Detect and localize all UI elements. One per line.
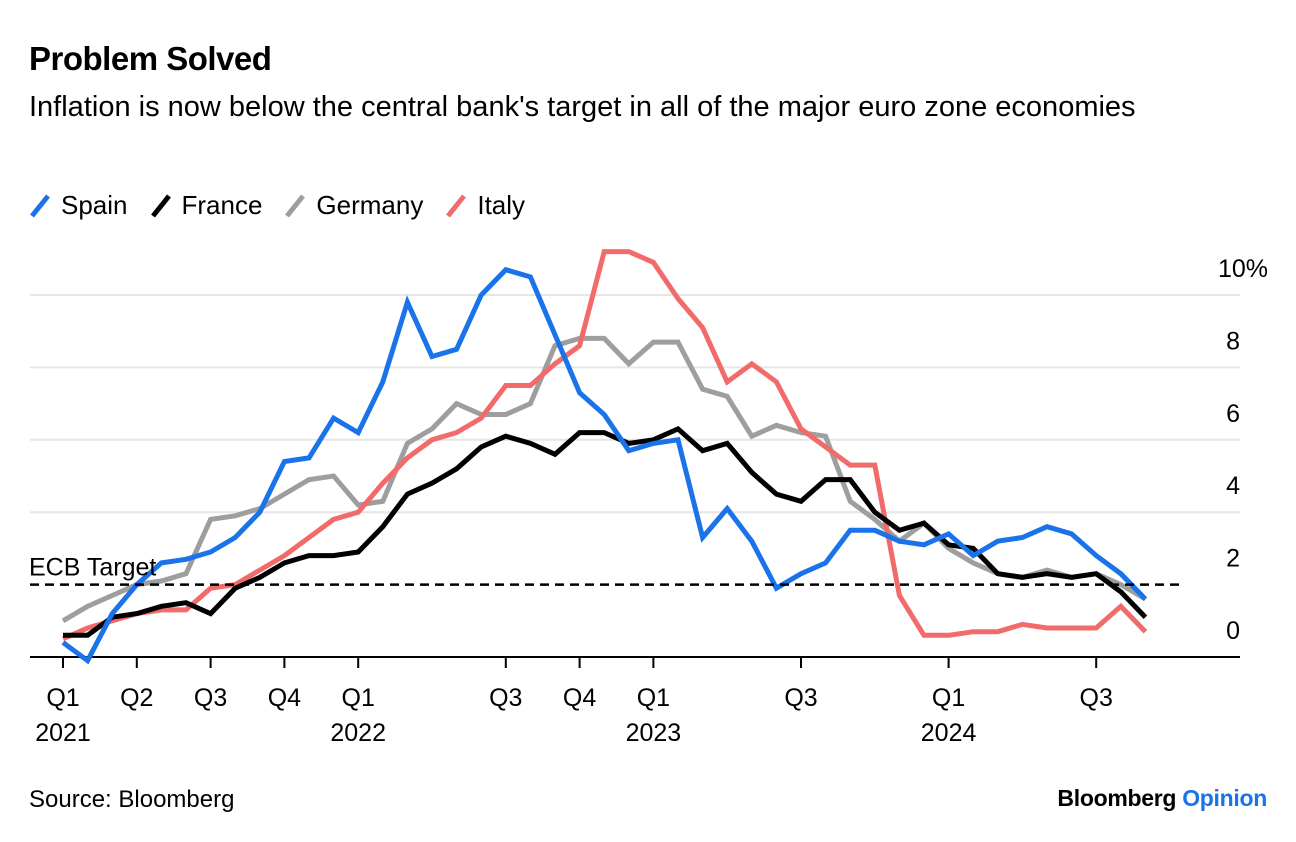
x-tick-label: Q4 [563, 684, 596, 712]
brand-main: Bloomberg [1057, 785, 1177, 811]
x-tick-label: Q3 [194, 684, 227, 712]
y-tick-label: 10% [1218, 255, 1268, 283]
x-tick-label: Q3 [784, 684, 817, 712]
legend-swatch-spain [30, 193, 50, 218]
brand-accent: Opinion [1182, 785, 1267, 811]
chart-subtitle: Inflation is now below the central bank'… [29, 91, 1136, 123]
x-tick-label: Q1 [46, 684, 79, 712]
series-line-italy [61, 249, 1148, 642]
y-tick-label: 6 [1226, 400, 1240, 428]
ecb-target-label: ECB Target [29, 554, 156, 582]
y-tick-label: 8 [1226, 327, 1240, 355]
legend-label-france: France [181, 190, 263, 220]
legend-label-germany: Germany [316, 190, 424, 220]
legend-item-spain: Spain [29, 190, 128, 221]
x-tick-label: Q1 [932, 684, 965, 712]
legend-item-italy: Italy [445, 190, 525, 221]
y-tick-label: 0 [1226, 617, 1240, 645]
x-tick-year-label: 2021 [35, 719, 91, 747]
x-tick-label: Q1 [637, 684, 670, 712]
legend-item-germany: Germany [284, 190, 423, 221]
series-line-germany [61, 335, 1147, 623]
chart-title: Problem Solved [29, 40, 272, 77]
x-tick-label: Q2 [120, 684, 153, 712]
y-tick-label: 4 [1226, 472, 1240, 500]
x-tick-year-label: 2023 [626, 719, 682, 747]
legend-swatch-italy [446, 193, 467, 218]
x-tick-label: Q1 [342, 684, 375, 712]
legend-item-france: France [150, 190, 263, 221]
series-line-spain [61, 266, 1148, 665]
source-note: Source: Bloomberg [29, 786, 235, 813]
legend-swatch-germany [285, 193, 306, 218]
x-tick-year-label: 2022 [330, 719, 386, 747]
x-tick-label: Q3 [489, 684, 522, 712]
legend-label-italy: Italy [477, 190, 526, 220]
x-tick-year-label: 2024 [921, 719, 977, 747]
x-tick-label: Q4 [268, 684, 301, 712]
series-line-france [63, 425, 1148, 638]
legend: Spain France Germany Italy [29, 190, 547, 221]
brand-logo: Bloomberg Opinion [1057, 785, 1267, 812]
legend-label-spain: Spain [61, 190, 128, 220]
y-tick-label: 2 [1226, 545, 1240, 573]
legend-swatch-france [150, 193, 171, 218]
x-tick-label: Q3 [1080, 684, 1113, 712]
